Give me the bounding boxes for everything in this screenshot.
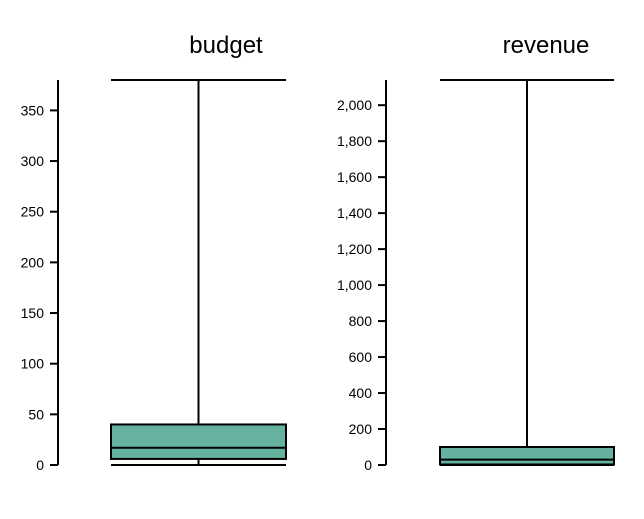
revenue-title: revenue [503, 32, 590, 59]
budget-tick-label: 150 [21, 305, 45, 321]
budget-iqr-box [110, 423, 287, 460]
budget-panel: budget 0 50 100 150 200 250 300 350 [21, 32, 287, 473]
revenue-tick-label: 1,000 [337, 277, 372, 293]
budget-tick-label: 100 [21, 356, 45, 372]
budget-tick-label: 50 [28, 406, 44, 422]
revenue-iqr-box [439, 446, 615, 466]
revenue-tick-label: 400 [349, 385, 373, 401]
budget-title: budget [189, 32, 263, 59]
budget-tick-label: 250 [21, 204, 45, 220]
revenue-panel: revenue 0 200 400 600 800 1,000 1,200 1,400 1,600… [337, 32, 615, 473]
revenue-tick-label: 800 [349, 313, 373, 329]
revenue-tick-label: 1,800 [337, 133, 372, 149]
revenue-tick-label: 600 [349, 349, 373, 365]
revenue-tick-label: 1,200 [337, 241, 372, 257]
budget-tick-label: 200 [21, 254, 45, 270]
budget-tick-label: 350 [21, 102, 45, 118]
revenue-tick-label: 2,000 [337, 97, 372, 113]
revenue-tick-label: 0 [364, 457, 372, 473]
budget-tick-label: 300 [21, 153, 45, 169]
revenue-tick-label: 200 [349, 421, 373, 437]
revenue-tick-label: 1,400 [337, 205, 372, 221]
budget-tick-label: 0 [36, 457, 44, 473]
revenue-tick-label: 1,600 [337, 169, 372, 185]
